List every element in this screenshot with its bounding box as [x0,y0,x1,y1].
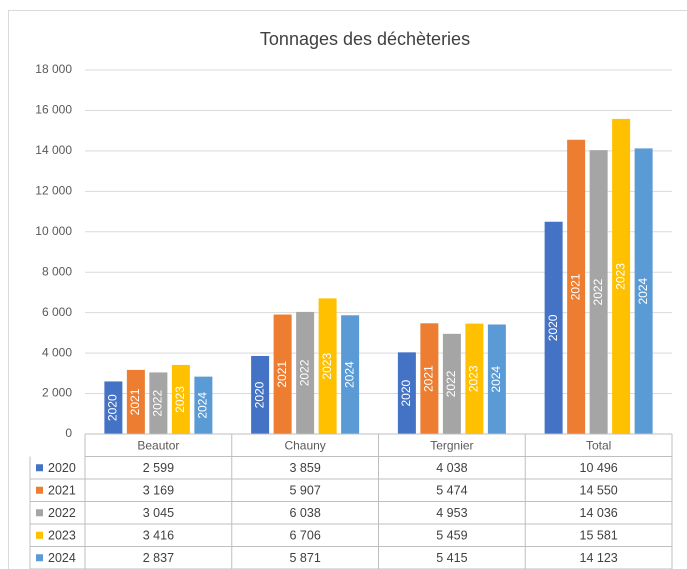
bar [341,315,360,434]
legend-label: 2023 [48,529,76,543]
bar [544,221,563,434]
bar [126,369,145,434]
bar [104,381,123,434]
bar-label: 2022 [297,359,311,386]
legend-swatch [36,531,43,539]
bar-label: 2022 [151,390,165,417]
bar-label: 2021 [568,273,582,300]
bar [487,324,506,434]
y-tick-label: 6 000 [42,305,72,319]
bar-label: 2021 [422,365,436,392]
bar [251,355,270,434]
bar-label: 2024 [342,361,356,388]
bar-label: 2023 [613,263,627,290]
bar-label: 2023 [467,365,481,392]
legend-label: 2022 [48,506,76,520]
y-tick-label: 2 000 [42,386,72,400]
table-cell: 6 706 [289,529,320,543]
y-tick-label: 18 000 [35,62,72,76]
y-tick-label: 14 000 [35,143,72,157]
y-tick-label: 4 000 [42,345,72,359]
table-cell: 6 038 [289,506,320,520]
x-tick-label: Total [586,438,611,452]
bar-label: 2021 [275,361,289,388]
x-tick-label: Tergnier [430,438,473,452]
bar-label: 2021 [128,388,142,415]
bar [634,148,653,434]
table-cell: 5 415 [436,551,467,565]
bar [465,323,484,434]
table-cell: 2 599 [143,461,174,475]
legend-label: 2024 [48,551,76,565]
chart-title: Tonnages des déchèteries [260,29,470,49]
bar [567,139,586,434]
bar [296,311,315,434]
bar-label: 2024 [196,392,210,419]
table-cell: 2 837 [143,551,174,565]
bar [397,352,416,434]
bar-label: 2023 [173,386,187,413]
y-tick-label: 16 000 [35,103,72,117]
bar-label: 2022 [444,370,458,397]
bar [171,364,190,434]
table-cell: 14 123 [580,551,618,565]
table-cell: 5 474 [436,484,467,498]
y-tick-label: 12 000 [35,184,72,198]
table-cell: 10 496 [580,461,618,475]
bar [589,150,608,434]
y-tick-label: 10 000 [35,224,72,238]
table-cell: 5 459 [436,529,467,543]
bar-label: 2022 [591,278,605,305]
bar [318,298,337,434]
bar-label: 2020 [252,381,266,408]
legend-swatch [36,464,43,472]
y-tick-label: 0 [65,426,72,440]
bar [273,314,292,434]
x-tick-label: Chauny [284,438,325,452]
table-cell: 3 169 [143,484,174,498]
legend-label: 2020 [48,461,76,475]
bar-label: 2020 [399,380,413,407]
legend-swatch [36,509,43,517]
table-cell: 4 953 [436,506,467,520]
legend-label: 2021 [48,484,76,498]
table-cell: 14 550 [580,484,618,498]
bar-label: 2024 [636,278,650,305]
table-cell: 3 859 [289,461,320,475]
table-cell: 15 581 [580,529,618,543]
bar [194,376,213,434]
bar [420,323,439,434]
bar-label: 2023 [320,353,334,380]
chart-border [8,10,687,569]
bar [149,372,168,434]
table-cell: 4 038 [436,461,467,475]
bar-label: 2020 [546,314,560,341]
bar-label: 2020 [106,394,120,421]
table-cell: 14 036 [580,506,618,520]
table-cell: 3 416 [143,529,174,543]
table-cell: 5 871 [289,551,320,565]
x-tick-label: Beautor [137,438,179,452]
bar [442,333,461,434]
legend-swatch [36,486,43,494]
table-cell: 5 907 [289,484,320,498]
bar-label: 2024 [489,366,503,393]
legend-swatch [36,554,43,562]
table-cell: 3 045 [143,506,174,520]
bar [612,118,631,435]
y-tick-label: 8 000 [42,264,72,278]
